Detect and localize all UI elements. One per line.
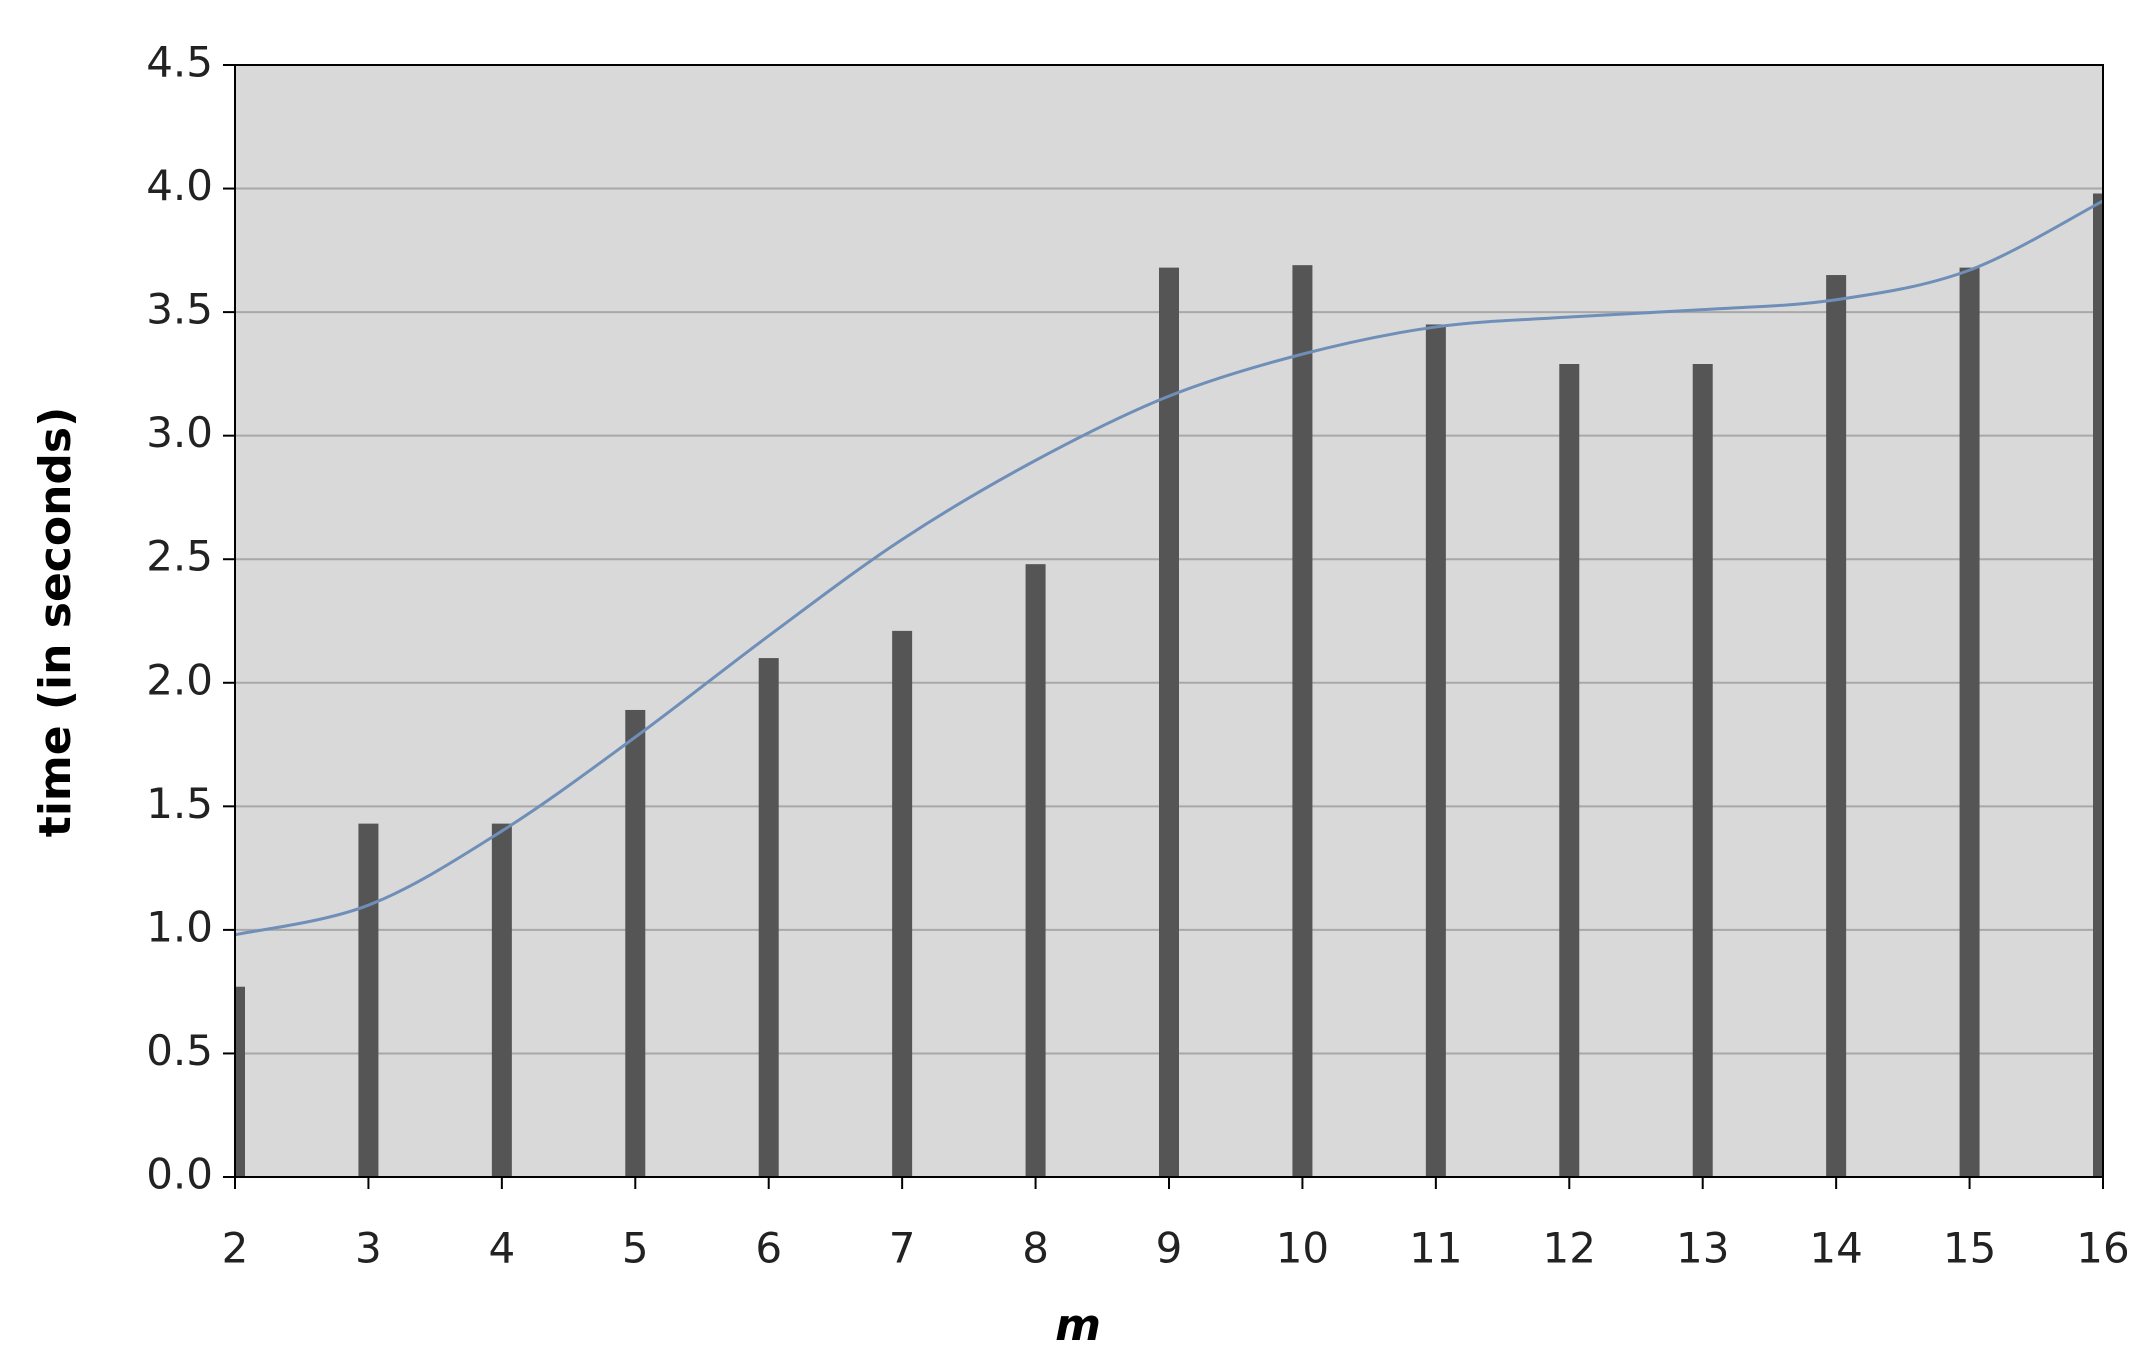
x-tick-label: 6 bbox=[755, 1224, 782, 1273]
x-tick-label: 9 bbox=[1156, 1224, 1183, 1273]
bar bbox=[491, 823, 512, 1177]
bar bbox=[625, 709, 646, 1177]
bar bbox=[1292, 265, 1313, 1177]
bar bbox=[1425, 324, 1446, 1177]
y-tick-label: 3.5 bbox=[146, 285, 213, 334]
y-tick-label: 1.5 bbox=[146, 779, 213, 828]
x-tick-label: 14 bbox=[1809, 1224, 1862, 1273]
x-tick-label: 4 bbox=[488, 1224, 515, 1273]
x-tick-label: 15 bbox=[1943, 1224, 1996, 1273]
y-tick-label: 0.0 bbox=[146, 1150, 213, 1199]
x-tick-label: 16 bbox=[2076, 1224, 2129, 1273]
bar bbox=[1159, 267, 1179, 1177]
y-tick-label: 1.0 bbox=[146, 902, 213, 951]
x-tick-label: 10 bbox=[1276, 1224, 1329, 1273]
x-tick-label: 12 bbox=[1543, 1224, 1596, 1273]
trend-line bbox=[235, 199, 2103, 937]
y-tick-label: 4.5 bbox=[146, 38, 213, 87]
y-tick-label: 0.5 bbox=[146, 1026, 213, 1075]
x-tick-label: 13 bbox=[1676, 1224, 1729, 1273]
x-tick-label: 3 bbox=[355, 1224, 382, 1273]
x-tick-label: 5 bbox=[622, 1224, 649, 1273]
bar bbox=[1959, 267, 1980, 1177]
x-tick-label: 2 bbox=[222, 1224, 249, 1273]
bar bbox=[2093, 193, 2103, 1177]
plot-marks bbox=[235, 193, 2103, 1177]
plot-border bbox=[234, 64, 2104, 1178]
bar bbox=[892, 630, 913, 1177]
y-tick-label: 2.5 bbox=[146, 532, 213, 581]
y-tick-label: 4.0 bbox=[146, 161, 213, 210]
y-axis-title: time (in seconds) bbox=[30, 407, 81, 837]
x-tick-label: 8 bbox=[1022, 1224, 1049, 1273]
bar bbox=[1025, 564, 1046, 1177]
bar bbox=[1826, 275, 1847, 1177]
x-tick-label: 11 bbox=[1409, 1224, 1462, 1273]
y-tick-label: 3.0 bbox=[146, 408, 213, 457]
bar bbox=[1559, 364, 1580, 1177]
x-tick-label: 7 bbox=[889, 1224, 916, 1273]
bar bbox=[358, 823, 379, 1177]
y-tick-label: 2.0 bbox=[146, 655, 213, 704]
bar bbox=[235, 986, 245, 1177]
x-axis-title: m bbox=[1055, 1300, 1101, 1351]
bar bbox=[758, 658, 779, 1177]
bar bbox=[1692, 364, 1713, 1177]
